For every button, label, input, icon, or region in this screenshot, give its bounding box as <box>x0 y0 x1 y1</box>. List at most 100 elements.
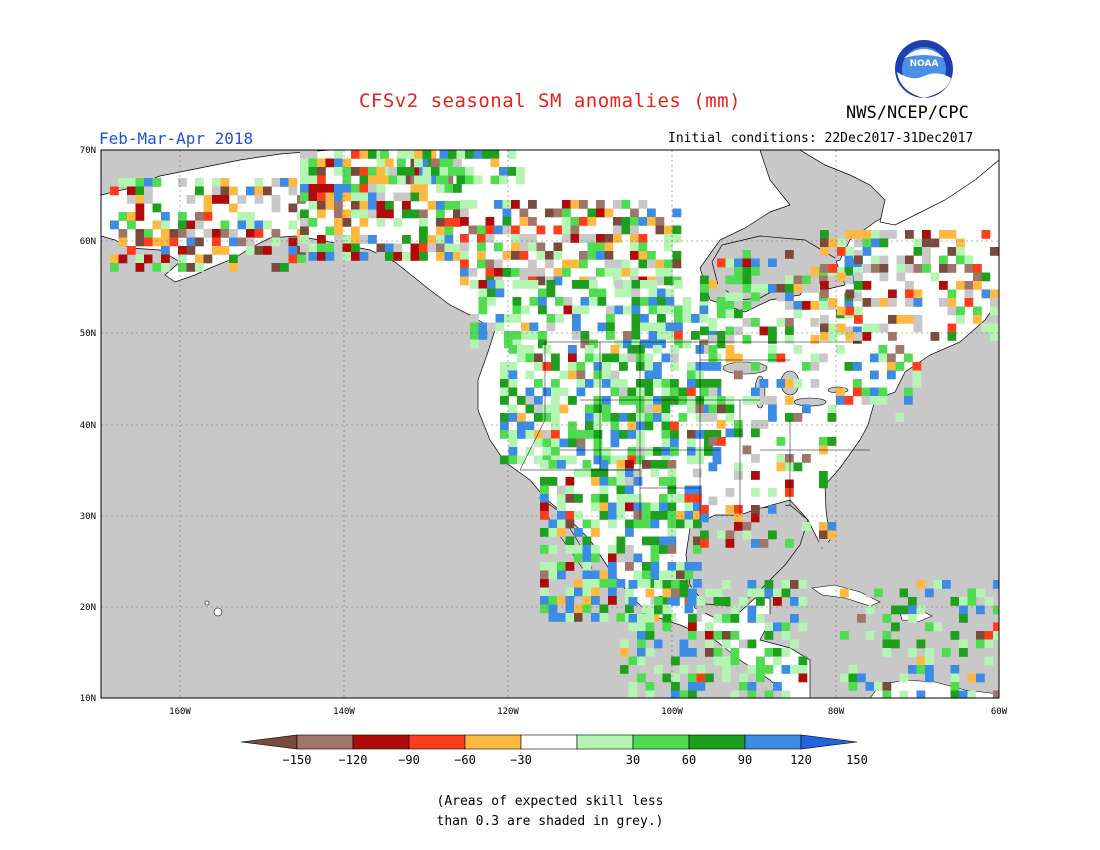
anomaly-cell <box>557 613 566 622</box>
anomaly-cell <box>717 284 726 293</box>
anomaly-cell <box>334 167 343 176</box>
anomaly-cell <box>548 528 558 537</box>
anomaly-cell <box>670 438 679 448</box>
anomaly-cell <box>548 477 558 486</box>
anomaly-cell <box>300 243 309 253</box>
anomaly-cell <box>342 218 352 227</box>
anomaly-cell <box>670 345 679 354</box>
legend-swatch <box>688 734 746 750</box>
anomaly-cell <box>700 284 709 293</box>
anomaly-cell <box>359 218 369 227</box>
anomaly-cell <box>582 536 592 546</box>
anomaly-cell <box>604 208 614 218</box>
anomaly-cell <box>613 268 622 277</box>
anomaly-cell <box>308 184 318 193</box>
anomaly-cell <box>444 243 454 253</box>
anomaly-cell <box>790 639 799 649</box>
anomaly-cell <box>747 690 757 698</box>
anomaly-cell <box>708 404 718 414</box>
anomaly-cell <box>511 268 520 277</box>
anomaly-cell <box>593 430 603 439</box>
anomaly-cell <box>819 471 828 480</box>
anomaly-cell <box>896 264 906 273</box>
anomaly-cell <box>700 326 709 336</box>
anomaly-cell <box>521 280 530 289</box>
anomaly-cell <box>964 255 974 265</box>
anomaly-cell <box>495 288 505 298</box>
anomaly-cell <box>562 234 571 243</box>
anomaly-cell <box>712 396 722 405</box>
anomaly-cell <box>905 264 914 273</box>
anomaly-cell <box>773 648 782 657</box>
anomaly-cell <box>682 339 692 349</box>
anomaly-cell <box>608 570 617 580</box>
anomaly-cell <box>628 614 638 623</box>
anomaly-cell <box>628 580 638 589</box>
anomaly-cell <box>610 379 620 388</box>
anomaly-cell <box>317 201 326 210</box>
anomaly-cell <box>899 588 909 598</box>
anomaly-cell <box>548 545 558 554</box>
anomaly-cell <box>570 225 580 235</box>
anomaly-cell <box>785 284 794 293</box>
anomaly-cell <box>325 252 335 261</box>
anomaly-cell <box>186 229 196 238</box>
anomaly-cell <box>203 212 213 221</box>
anomaly-cell <box>410 184 420 193</box>
anomaly-cell <box>739 682 748 691</box>
anomaly-cell <box>212 237 221 247</box>
anomaly-cell <box>528 268 537 277</box>
anomaly-cell <box>385 201 394 210</box>
anomaly-cell <box>557 570 566 580</box>
anomaly-cell <box>655 268 665 277</box>
anomaly-cell <box>882 690 892 698</box>
anomaly-cell <box>135 254 145 264</box>
anomaly-cell <box>781 631 791 640</box>
anomaly-cell <box>627 455 637 465</box>
anomaly-cell <box>118 229 128 238</box>
anomaly-cell <box>922 230 931 239</box>
anomaly-cell <box>485 225 495 235</box>
anomaly-cell <box>521 305 530 315</box>
anomaly-cell <box>665 297 675 306</box>
anomaly-cell <box>896 272 906 282</box>
anomaly-cell <box>448 150 457 159</box>
anomaly-cell <box>667 485 677 495</box>
anomaly-cell <box>747 665 757 674</box>
anomaly-cell <box>616 477 626 486</box>
anomaly-cell <box>280 178 289 187</box>
anomaly-cell <box>751 420 760 429</box>
anomaly-cell <box>662 622 672 632</box>
anomaly-cell <box>246 186 255 196</box>
lon-label-100w: 100W <box>661 707 683 717</box>
anomaly-cell <box>359 209 369 219</box>
anomaly-cell <box>565 485 575 495</box>
anomaly-cell <box>436 201 445 210</box>
anomaly-cell <box>568 430 577 439</box>
anomaly-cell <box>608 511 617 520</box>
anomaly-cell <box>551 379 560 388</box>
anomaly-cell <box>742 445 752 455</box>
anomaly-cell <box>195 220 204 230</box>
lat-label-50n: 50N <box>80 329 96 339</box>
anomaly-cell <box>110 220 119 230</box>
anomaly-cell <box>557 528 566 537</box>
anomaly-cell <box>913 247 923 256</box>
anomaly-cell <box>589 288 598 298</box>
anomaly-cell <box>288 186 298 196</box>
anomaly-cell <box>793 275 803 285</box>
anomaly-cell <box>152 237 162 247</box>
anomaly-cell <box>827 437 837 446</box>
anomaly-cell <box>925 588 934 598</box>
anomaly-cell <box>879 255 889 265</box>
anomaly-cell <box>751 318 760 327</box>
anomaly-cell <box>551 430 560 439</box>
anomaly-cell <box>950 682 960 691</box>
anomaly-cell <box>536 276 546 286</box>
anomaly-cell <box>334 235 343 244</box>
anomaly-cell <box>551 404 560 414</box>
anomaly-cell <box>682 297 692 306</box>
legend-tick-label: −30 <box>510 753 532 767</box>
anomaly-cell <box>696 665 706 674</box>
anomaly-cell <box>512 280 522 289</box>
